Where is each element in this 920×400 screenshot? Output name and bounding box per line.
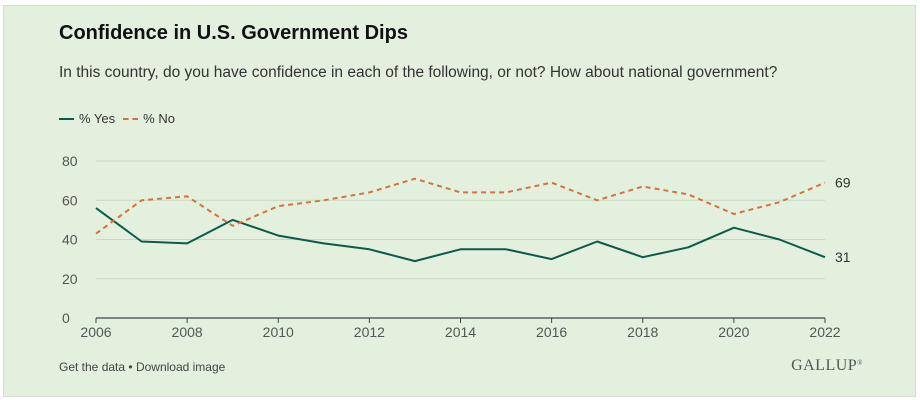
y-tick-label-40: 40 [62, 232, 78, 248]
point-no-2017 [594, 197, 600, 203]
legend-item-no[interactable]: % No [123, 111, 175, 126]
footer-links: Get the data • Download image [59, 360, 225, 374]
end-label-yes: 31 [835, 249, 851, 265]
point-yes-2009 [230, 217, 236, 223]
y-tick-label-20: 20 [62, 271, 78, 287]
x-tick-label-2020: 2020 [718, 324, 749, 340]
point-no-2011 [321, 197, 327, 203]
point-yes-2018 [640, 254, 646, 260]
point-yes-2021 [776, 237, 782, 243]
point-yes-2007 [139, 238, 145, 244]
point-yes-2006 [93, 205, 99, 211]
x-tick-label-2010: 2010 [263, 324, 294, 340]
get-data-link[interactable]: Get the data [59, 360, 126, 374]
point-no-2014 [458, 189, 464, 195]
registered-mark: ® [857, 359, 863, 367]
point-no-2010 [275, 203, 281, 209]
label-layer: 31 69 [835, 175, 851, 266]
point-no-2021 [776, 199, 782, 205]
axis-layer: 0 20 40 60 80 2006 2008 2010 2012 2014 2016 2018 202… [62, 153, 841, 340]
y-tick-label-0: 0 [62, 310, 70, 326]
point-no-2012 [366, 189, 372, 195]
legend-swatch-no [123, 117, 139, 120]
x-tick-label-2022: 2022 [809, 324, 840, 340]
point-yes-2010 [275, 233, 281, 239]
point-no-2020 [731, 211, 737, 217]
point-no-2019 [685, 191, 691, 197]
point-yes-2008 [184, 240, 190, 246]
gallup-logo: GALLUP® [791, 357, 863, 375]
point-no-2009 [230, 223, 236, 229]
series-layer [93, 176, 828, 264]
chart-title: Confidence in U.S. Government Dips [59, 22, 408, 44]
point-yes-2014 [458, 246, 464, 252]
point-yes-2013 [412, 258, 418, 264]
x-tick-label-2008: 2008 [172, 324, 203, 340]
chart-card [3, 5, 916, 397]
x-tick-label-2006: 2006 [80, 324, 111, 340]
point-no-2006 [93, 231, 99, 237]
point-yes-2011 [321, 240, 327, 246]
y-tick-label-80: 80 [62, 153, 78, 169]
point-yes-2016 [549, 256, 555, 262]
x-tick-label-2016: 2016 [536, 324, 567, 340]
x-tick-label-2018: 2018 [627, 324, 658, 340]
x-tick-label-2012: 2012 [354, 324, 385, 340]
point-no-2015 [503, 189, 509, 195]
point-yes-2012 [366, 246, 372, 252]
gallup-wordmark: GALLUP [791, 357, 858, 374]
y-tick-label-60: 60 [62, 192, 78, 208]
end-label-no: 69 [835, 175, 851, 191]
legend-swatch-yes [59, 117, 74, 120]
point-yes-2022 [822, 254, 828, 260]
point-yes-2015 [503, 246, 509, 252]
legend-item-yes[interactable]: % Yes [59, 111, 115, 126]
point-no-2008 [184, 193, 190, 199]
grid-layer [96, 160, 825, 319]
footer-separator: • [128, 360, 133, 374]
point-no-2022 [822, 180, 828, 186]
series-line-yes [95, 207, 826, 263]
legend-label-yes: % Yes [79, 111, 116, 126]
x-tick-label-2014: 2014 [445, 324, 476, 340]
legend-label-no: % No [143, 111, 175, 126]
point-yes-2020 [731, 225, 737, 231]
chart-subtitle: In this country, do you have confidence … [59, 64, 778, 81]
point-no-2007 [139, 197, 145, 203]
point-no-2016 [549, 180, 555, 186]
point-yes-2019 [685, 244, 691, 250]
series-line-no [95, 177, 826, 235]
download-image-link[interactable]: Download image [135, 360, 226, 374]
point-no-2018 [640, 184, 646, 190]
legend: % Yes % No [59, 111, 183, 126]
point-yes-2017 [594, 238, 600, 244]
point-no-2013 [412, 176, 418, 182]
